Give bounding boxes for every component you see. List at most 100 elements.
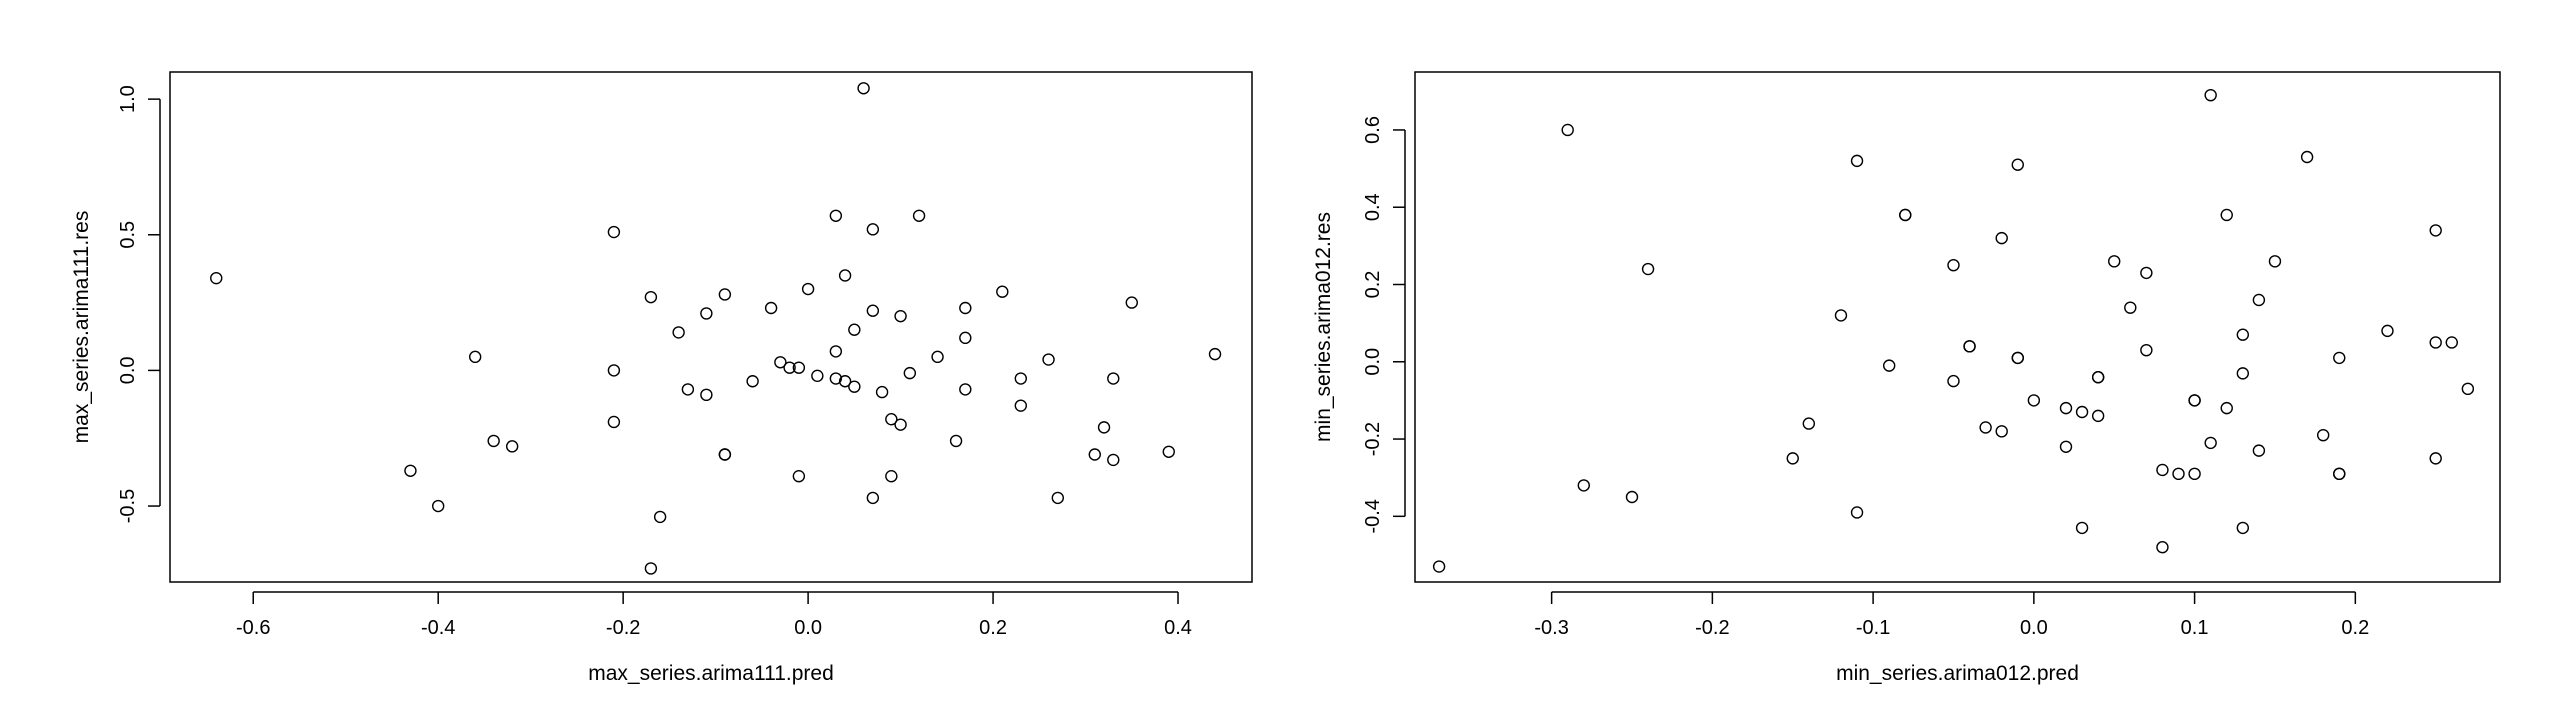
data-point <box>2220 208 2233 222</box>
data-point <box>2140 266 2153 280</box>
x-axis-label: min_series.arima012.pred <box>1836 662 2079 685</box>
data-point <box>1834 309 1848 322</box>
x-tick-label: -0.6 <box>236 617 270 639</box>
data-point <box>885 413 898 426</box>
data-point <box>903 366 917 380</box>
y-tick-label: 0.0 <box>117 356 139 384</box>
data-point <box>2156 463 2169 477</box>
data-point <box>2091 409 2105 423</box>
x-tick-label: 0.0 <box>2020 617 2048 639</box>
data-point <box>1042 353 1055 366</box>
data-point <box>783 361 796 374</box>
data-point <box>1208 347 1222 361</box>
data-point <box>811 369 824 383</box>
data-point <box>866 223 880 236</box>
data-point <box>431 499 445 513</box>
y-tick-label: 0.2 <box>1362 271 1384 299</box>
data-point <box>718 288 732 301</box>
y-tick-label: 0.6 <box>1362 116 1384 144</box>
data-point <box>866 491 880 505</box>
data-point <box>746 375 759 388</box>
data-point <box>1107 372 1120 385</box>
data-point <box>792 470 806 483</box>
data-point <box>700 388 713 402</box>
data-point <box>2059 440 2073 453</box>
x-tick-label: 0.0 <box>794 617 822 639</box>
data-point <box>1995 231 2008 245</box>
data-point <box>2091 371 2105 384</box>
data-point <box>2140 343 2153 357</box>
data-point <box>2220 401 2233 415</box>
data-point <box>1107 453 1120 467</box>
data-point <box>1162 445 1175 458</box>
data-point <box>829 209 843 222</box>
data-point <box>2075 521 2089 535</box>
y-tick-label: -0.5 <box>117 489 139 523</box>
data-point <box>857 82 870 95</box>
data-point <box>1802 417 1816 430</box>
min-series-scatter-panel: -0.3 -0.2 -0.1 0.0 0.1 0.2 -0.4 -0.2 0.0 0.2 0.4 0.… <box>1312 71 2501 685</box>
data-point <box>885 470 898 483</box>
data-point <box>1014 372 1028 385</box>
data-point <box>2333 351 2346 365</box>
x-tick-label: -0.2 <box>1695 617 1729 639</box>
data-point <box>1850 154 1864 168</box>
data-point <box>1786 452 1799 465</box>
data-point <box>210 271 223 285</box>
data-point <box>1882 359 1896 372</box>
data-point <box>404 464 417 477</box>
y-tick-label: 0.0 <box>1362 348 1384 376</box>
data-point <box>681 383 695 396</box>
data-point <box>505 440 519 453</box>
data-point <box>1097 421 1111 434</box>
data-point <box>2252 444 2266 457</box>
data-point <box>764 301 778 315</box>
data-point <box>607 225 621 239</box>
data-point <box>644 562 658 575</box>
data-point <box>875 385 889 399</box>
data-point <box>2429 224 2442 237</box>
data-point <box>672 326 685 339</box>
data-point <box>2236 367 2250 380</box>
data-point <box>607 364 621 377</box>
data-point <box>2188 394 2201 407</box>
data-point <box>2108 255 2121 268</box>
plot-frame <box>1414 71 2501 583</box>
data-point <box>2156 541 2169 554</box>
data-point <box>2316 428 2330 442</box>
data-point <box>1947 258 1960 272</box>
data-point <box>718 448 732 461</box>
data-point <box>2236 328 2250 341</box>
data-point <box>2011 158 2024 171</box>
data-point <box>2268 255 2282 268</box>
data-point <box>866 304 880 317</box>
data-point <box>848 380 861 393</box>
data-point <box>2011 351 2024 365</box>
plot-frame <box>169 71 1253 583</box>
data-point <box>848 323 861 336</box>
x-tick-label: -0.3 <box>1534 617 1568 639</box>
data-point <box>1979 421 1992 434</box>
data-point <box>2204 436 2217 450</box>
data-point <box>1947 374 1960 388</box>
data-point <box>829 372 843 385</box>
data-point <box>1641 262 1655 276</box>
data-point <box>1088 448 1101 461</box>
data-point <box>1014 399 1028 412</box>
y-tick-label: -0.2 <box>1362 422 1384 456</box>
data-point <box>700 307 713 320</box>
data-point <box>894 418 907 431</box>
x-tick-label: 0.4 <box>1164 617 1192 639</box>
data-point <box>774 356 787 369</box>
data-point <box>1995 425 2008 438</box>
data-point <box>838 269 852 282</box>
data-point <box>2445 336 2458 349</box>
data-point <box>487 434 500 448</box>
data-point <box>1432 560 1446 573</box>
data-point <box>894 309 907 323</box>
x-axis-label: max_series.arima111.pred <box>588 662 834 685</box>
x-tick-label: -0.1 <box>1856 617 1890 639</box>
data-point <box>838 375 852 388</box>
data-point <box>801 282 815 296</box>
data-point <box>1561 123 1574 137</box>
